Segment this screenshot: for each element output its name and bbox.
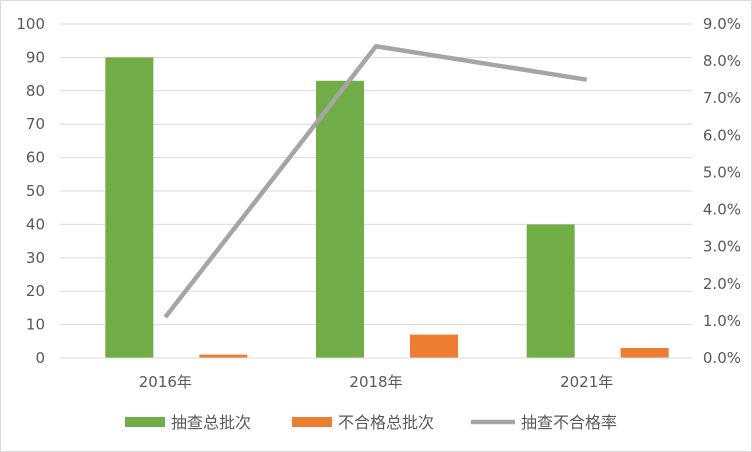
bar-failed <box>620 347 669 358</box>
bar-inspected <box>105 57 154 359</box>
y-left-tick-label: 30 <box>26 249 45 267</box>
line-series <box>163 44 588 319</box>
y-right-tick-label: 3.0% <box>703 238 741 256</box>
x-category-label: 2021年 <box>560 373 613 391</box>
bar-failed <box>199 354 248 358</box>
y-right-tick-label: 6.0% <box>703 126 741 144</box>
y-right-tick-label: 8.0% <box>703 52 741 70</box>
y-left-tick-label: 90 <box>26 48 45 66</box>
gridlines <box>60 23 692 359</box>
bar-failed <box>410 334 458 358</box>
x-category-label: 2016年 <box>139 373 192 391</box>
y-left-tick-label: 70 <box>26 115 45 133</box>
axes: 0 10 20 30 40 50 60 70 80 90 100 0.0% 1.0% 2.0% 3.0% 4.… <box>16 15 741 391</box>
y-right-tick-label: 0.0% <box>703 349 741 367</box>
y-right-tick-label: 9.0% <box>703 15 741 33</box>
y-right-tick-label: 7.0% <box>703 89 741 107</box>
legend: 抽查总批次 不合格总批次 抽查不合格率 <box>125 413 617 432</box>
legend-label: 不合格总批次 <box>338 413 434 432</box>
y-right-tick-label: 5.0% <box>703 163 741 181</box>
y-left-tick-label: 100 <box>16 15 45 33</box>
legend-label: 抽查不合格率 <box>521 413 617 432</box>
y-right-tick-label: 4.0% <box>703 201 741 219</box>
y-right-tick-label: 1.0% <box>703 312 741 330</box>
y-left-tick-label: 0 <box>35 349 45 367</box>
legend-label: 抽查总批次 <box>171 413 251 432</box>
y-left-tick-label: 50 <box>26 182 45 200</box>
y-left-tick-label: 40 <box>26 215 45 233</box>
y-left-tick-label: 10 <box>26 316 45 334</box>
y-left-tick-label: 60 <box>26 149 45 167</box>
y-left-tick-label: 20 <box>26 282 45 300</box>
legend-swatch <box>125 417 165 427</box>
y-right-tick-label: 2.0% <box>703 275 741 293</box>
bar-inspected <box>526 224 575 358</box>
bar-inspected <box>316 80 364 358</box>
bars <box>105 57 669 359</box>
x-category-label: 2018年 <box>349 373 402 391</box>
legend-swatch <box>292 417 332 427</box>
y-left-tick-label: 80 <box>26 82 45 100</box>
line-failure-rate <box>163 44 588 319</box>
